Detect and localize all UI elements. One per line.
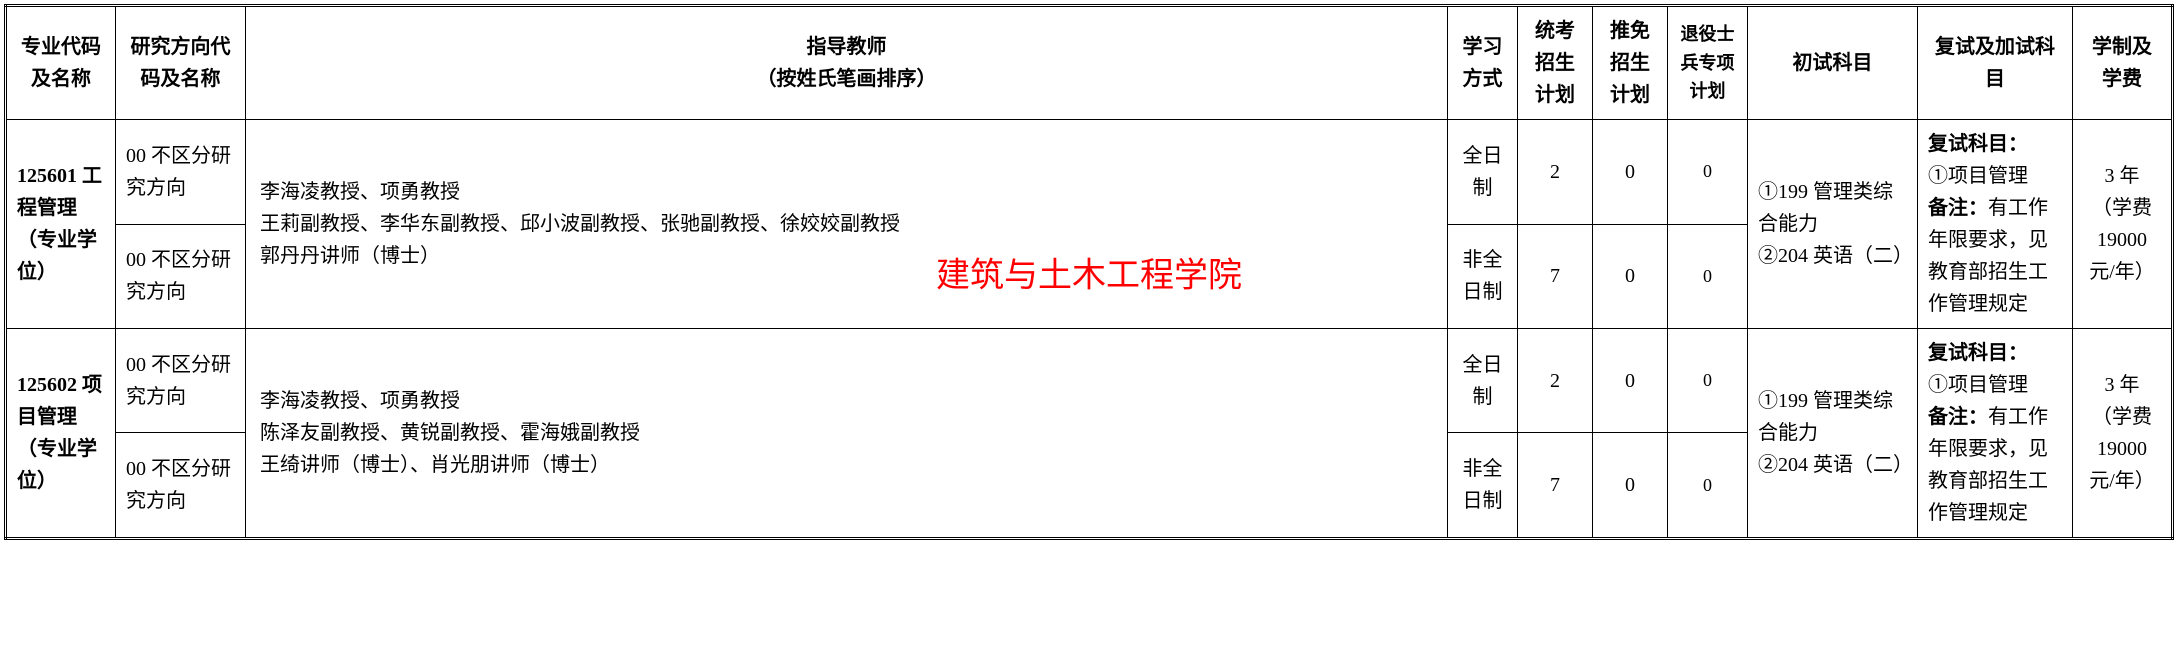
exam2-title: 复试科目： [1928,133,2028,155]
cell-direction: 00 不区分研究方向 [116,224,246,329]
header-exam1: 初试科目 [1748,6,1918,120]
exam2-item: ①项目管理 [1928,374,2028,396]
cell-study: 非全日制 [1448,433,1518,539]
cell-exam1: ①199 管理类综合能力②204 英语（二） [1748,329,1918,539]
header-code: 专业代码及名称 [6,6,116,120]
cell-plan1: 2 [1518,329,1593,433]
exam2-note-label: 备注： [1928,406,1988,428]
cell-study: 全日制 [1448,329,1518,433]
cell-plan3: 0 [1668,224,1748,329]
cell-plan1: 7 [1518,224,1593,329]
cell-plan2: 0 [1593,224,1668,329]
cell-code: 125601 工程管理（专业学位） [6,120,116,329]
exam2-item: ①项目管理 [1928,165,2028,187]
cell-plan3: 0 [1668,329,1748,433]
cell-plan3: 0 [1668,433,1748,539]
cell-plan1: 7 [1518,433,1593,539]
cell-teacher: 李海凌教授、项勇教授王莉副教授、李华东副教授、邱小波副教授、张驰副教授、徐姣姣副… [246,120,1448,329]
cell-code: 125602 项目管理（专业学位） [6,329,116,539]
header-teacher: 指导教师（按姓氏笔画排序） [246,6,1448,120]
cell-plan2: 0 [1593,433,1668,539]
cell-direction: 00 不区分研究方向 [116,433,246,539]
cell-direction: 00 不区分研究方向 [116,120,246,225]
header-plan2: 推免招生计划 [1593,6,1668,120]
cell-exam2: 复试科目： ①项目管理 备注：有工作年限要求，见教育部招生工作管理规定 [1918,329,2073,539]
header-direction: 研究方向代码及名称 [116,6,246,120]
header-fee: 学制及学费 [2073,6,2173,120]
cell-plan2: 0 [1593,329,1668,433]
cell-teacher: 李海凌教授、项勇教授陈泽友副教授、黄锐副教授、霍海娥副教授王绮讲师（博士）、肖光… [246,329,1448,539]
header-plan1: 统考招生计划 [1518,6,1593,120]
cell-plan3: 0 [1668,120,1748,225]
table-row: 125601 工程管理（专业学位） 00 不区分研究方向 李海凌教授、项勇教授王… [6,120,2173,225]
cell-fee: 3 年（学费19000 元/年） [2073,329,2173,539]
header-row: 专业代码及名称 研究方向代码及名称 指导教师（按姓氏笔画排序） 学习方式 统考招… [6,6,2173,120]
exam2-note-label: 备注： [1928,197,1988,219]
header-exam2: 复试及加试科目 [1918,6,2073,120]
cell-study: 全日制 [1448,120,1518,225]
cell-exam1: ①199 管理类综合能力②204 英语（二） [1748,120,1918,329]
exam2-title: 复试科目： [1928,342,2028,364]
table-row: 125602 项目管理（专业学位） 00 不区分研究方向 李海凌教授、项勇教授陈… [6,329,2173,433]
cell-exam2: 复试科目： ①项目管理 备注：有工作年限要求，见教育部招生工作管理规定 [1918,120,2073,329]
cell-plan1: 2 [1518,120,1593,225]
cell-direction: 00 不区分研究方向 [116,329,246,433]
admissions-table: 专业代码及名称 研究方向代码及名称 指导教师（按姓氏笔画排序） 学习方式 统考招… [4,4,2174,540]
header-study: 学习方式 [1448,6,1518,120]
header-plan3: 退役士兵专项计划 [1668,6,1748,120]
cell-plan2: 0 [1593,120,1668,225]
cell-study: 非全日制 [1448,224,1518,329]
cell-fee: 3 年（学费19000 元/年） [2073,120,2173,329]
